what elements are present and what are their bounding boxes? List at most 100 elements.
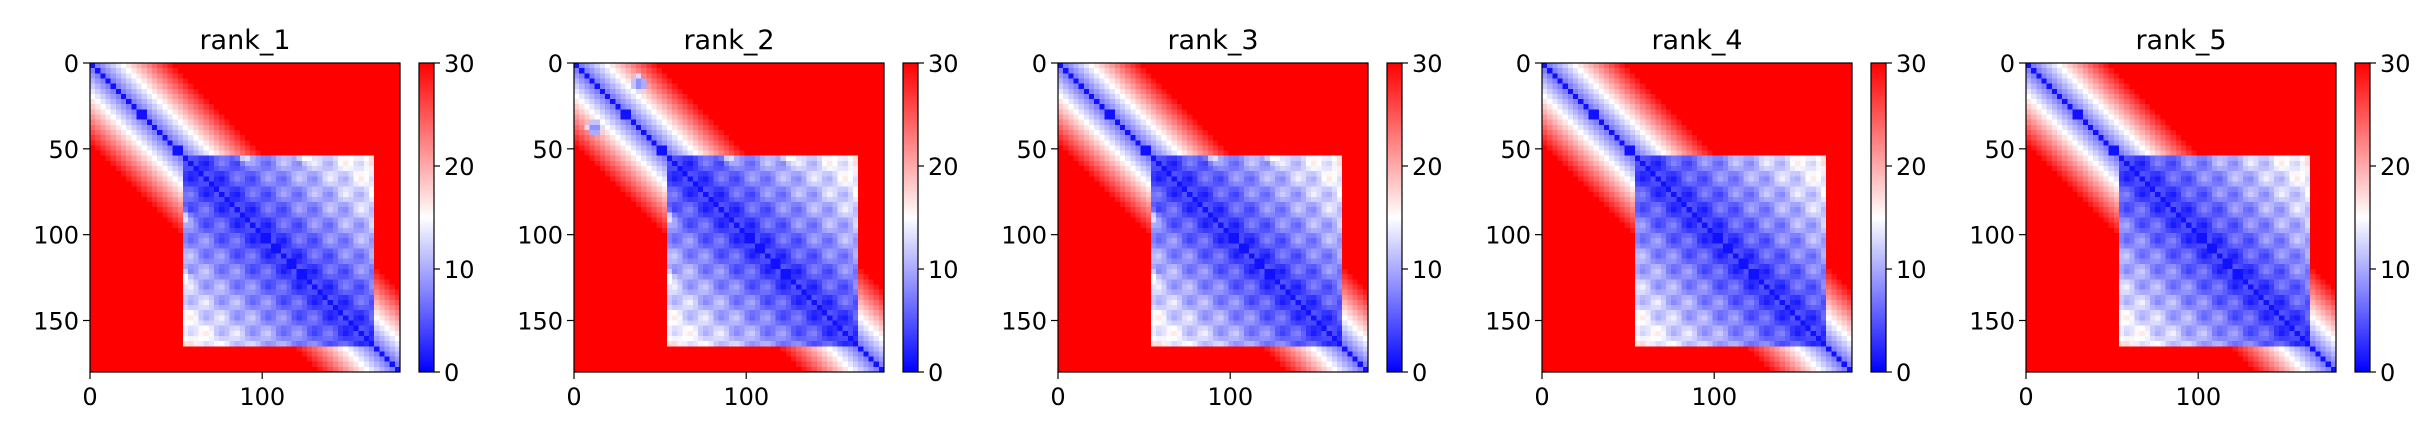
heatmap-cell bbox=[389, 176, 396, 183]
heatmap-cell bbox=[208, 305, 215, 311]
heatmap-cell bbox=[384, 109, 391, 116]
heatmap-cell bbox=[234, 335, 241, 342]
heatmap-cell bbox=[172, 227, 179, 234]
heatmap-cell bbox=[692, 150, 699, 157]
heatmap-cell bbox=[692, 171, 699, 177]
heatmap-cell bbox=[239, 196, 246, 203]
heatmap-cell bbox=[265, 191, 272, 198]
heatmap-cell bbox=[265, 366, 272, 373]
heatmap-cell bbox=[718, 160, 725, 167]
heatmap-cell bbox=[126, 253, 132, 260]
heatmap-cell bbox=[343, 366, 349, 373]
heatmap-cell bbox=[141, 356, 148, 363]
heatmap-cell bbox=[265, 186, 272, 193]
heatmap-cell bbox=[842, 83, 849, 90]
heatmap-cell bbox=[208, 227, 215, 234]
heatmap-cell bbox=[661, 99, 668, 105]
heatmap-cell bbox=[239, 366, 246, 373]
heatmap-cell bbox=[193, 78, 200, 85]
heatmap-cell bbox=[188, 93, 194, 100]
heatmap-cell bbox=[389, 150, 396, 157]
heatmap-cell bbox=[229, 212, 236, 219]
heatmap-cell bbox=[203, 320, 210, 327]
heatmap-cell bbox=[157, 294, 163, 301]
heatmap-cell bbox=[203, 346, 210, 352]
heatmap-cell bbox=[286, 299, 293, 306]
heatmap-cell bbox=[770, 93, 777, 100]
heatmap-cell bbox=[152, 88, 158, 95]
heatmap-cell bbox=[100, 284, 107, 291]
heatmap-cell bbox=[193, 305, 200, 311]
heatmap-cell bbox=[832, 99, 839, 105]
heatmap-cell bbox=[167, 93, 174, 100]
heatmap-cell bbox=[203, 145, 210, 152]
heatmap-cell bbox=[698, 99, 704, 105]
heatmap-cell bbox=[291, 315, 298, 322]
heatmap-cell bbox=[276, 83, 282, 90]
heatmap-cell bbox=[131, 351, 138, 358]
heatmap-cell bbox=[157, 186, 163, 193]
heatmap-cell bbox=[579, 171, 585, 177]
heatmap-cell bbox=[229, 181, 236, 188]
heatmap-cell bbox=[863, 78, 870, 85]
heatmap-cell bbox=[167, 88, 174, 95]
heatmap-cell bbox=[110, 305, 117, 311]
heatmap-cell bbox=[115, 263, 122, 270]
heatmap-cell bbox=[177, 191, 184, 198]
heatmap-cell bbox=[146, 160, 153, 167]
heatmap-cell bbox=[816, 140, 823, 146]
heatmap-cell bbox=[188, 129, 194, 136]
heatmap-cell bbox=[105, 310, 112, 316]
heatmap-cell bbox=[110, 191, 117, 198]
heatmap-cell bbox=[115, 315, 122, 322]
heatmap-cell bbox=[348, 274, 355, 280]
heatmap-cell bbox=[806, 63, 813, 69]
heatmap-cell bbox=[868, 93, 875, 100]
heatmap-cell bbox=[157, 351, 163, 358]
heatmap-cell bbox=[172, 145, 179, 152]
heatmap-cell bbox=[172, 366, 179, 373]
heatmap-cell bbox=[343, 171, 349, 177]
heatmap-cell bbox=[394, 114, 401, 121]
heatmap-cell bbox=[661, 104, 668, 110]
heatmap-cell bbox=[369, 299, 375, 306]
heatmap-cell bbox=[734, 160, 740, 167]
heatmap-cell bbox=[307, 253, 313, 260]
heatmap-cell bbox=[141, 325, 148, 332]
heatmap-cell bbox=[878, 78, 885, 85]
heatmap-cell bbox=[692, 109, 699, 116]
heatmap-cell bbox=[584, 78, 591, 85]
heatmap-cell bbox=[281, 217, 287, 224]
heatmap-cell bbox=[327, 222, 334, 229]
heatmap-cell bbox=[203, 155, 210, 162]
heatmap-cell bbox=[121, 346, 127, 352]
heatmap-cell bbox=[255, 253, 262, 260]
heatmap-cell bbox=[853, 63, 859, 69]
heatmap-cell bbox=[338, 305, 344, 311]
heatmap-cell bbox=[317, 155, 324, 162]
heatmap-cell bbox=[394, 99, 401, 105]
heatmap-cell bbox=[384, 129, 391, 136]
heatmap-cell bbox=[110, 73, 117, 80]
heatmap-cell bbox=[110, 140, 117, 146]
heatmap-cell bbox=[301, 284, 308, 291]
heatmap-cell bbox=[250, 232, 256, 239]
heatmap-cell bbox=[291, 335, 298, 342]
heatmap-cell bbox=[574, 83, 580, 90]
heatmap-cell bbox=[589, 166, 596, 172]
heatmap-cell bbox=[146, 335, 153, 342]
heatmap-cell bbox=[131, 135, 138, 141]
heatmap-cell bbox=[358, 171, 365, 177]
heatmap-cell bbox=[317, 207, 324, 213]
heatmap-cell bbox=[630, 135, 637, 141]
heatmap-cell bbox=[260, 155, 267, 162]
heatmap-cell bbox=[167, 171, 174, 177]
heatmap-cell bbox=[90, 129, 96, 136]
heatmap-cell bbox=[229, 269, 236, 275]
heatmap-cell bbox=[579, 114, 585, 121]
heatmap-cell bbox=[594, 129, 601, 136]
heatmap-cell bbox=[172, 284, 179, 291]
heatmap-cell bbox=[338, 93, 344, 100]
heatmap-cell bbox=[188, 140, 194, 146]
heatmap-cell bbox=[625, 119, 632, 126]
